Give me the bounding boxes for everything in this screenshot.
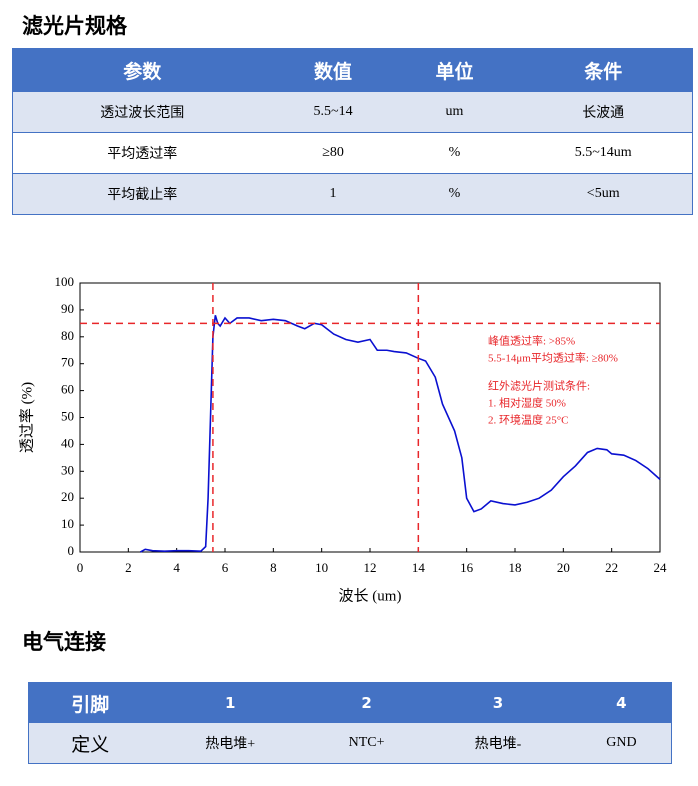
y-tick-label: 30 xyxy=(61,462,74,477)
header-cell: 单位 xyxy=(394,48,515,92)
cell: 平均透过率 xyxy=(12,132,272,174)
header-cell: 4 xyxy=(571,682,672,723)
y-tick-label: 60 xyxy=(61,382,74,397)
y-tick-label: 90 xyxy=(61,301,74,316)
chart: 0 2 4 6 8 10 12 14 16 18 20 22 240102030405060708090… xyxy=(18,274,668,604)
section-title: 电气连接 xyxy=(22,630,106,654)
x-tick-label: 12 xyxy=(364,560,377,575)
header-cell: 3 xyxy=(424,682,572,723)
x-tick-label: 18 xyxy=(509,560,522,575)
row: 透过波长范围 5.5~14 um 长波通 xyxy=(12,91,693,133)
cell: 5.5~14um xyxy=(514,132,693,174)
cell: 透过波长范围 xyxy=(12,91,272,133)
spec-table: 参数 数值 单位 条件 透过波长范围 5.5~14 um 长波通 平均透过率 ≥80% 5.5~… xyxy=(12,48,693,215)
header-cell: 数值 xyxy=(271,48,395,92)
annotation: 2. 环境温度 25°C xyxy=(488,413,569,427)
y-tick-label: 100 xyxy=(55,274,75,289)
x-tick-label: 14 xyxy=(412,560,426,575)
cell: GND xyxy=(571,723,672,764)
row: 定义 热电堆+ NTC+ 热电堆- GND xyxy=(28,723,672,764)
header-row: 参数 数值 单位 条件 xyxy=(12,48,693,92)
header-cell: 引脚 xyxy=(28,682,152,723)
x-tick-label: 20 xyxy=(557,560,570,575)
y-tick-label: 80 xyxy=(61,328,74,343)
cell: % xyxy=(394,173,515,215)
cell: <5um xyxy=(514,173,693,215)
cell: 热电堆+ xyxy=(151,723,310,764)
row: 平均截止率 1% <5um xyxy=(12,173,693,215)
header-cell: 2 xyxy=(309,682,425,723)
y-tick-label: 70 xyxy=(61,355,74,370)
x-tick-label: 10 xyxy=(315,560,328,575)
cell: ≥80 xyxy=(271,132,395,174)
pin-table: 引脚 1 2 3 4 定义 热电堆+ NTC+ 热电堆- GND xyxy=(28,682,672,764)
series-line xyxy=(140,315,661,553)
x-tick-label: 16 xyxy=(460,560,474,575)
x-tick-label: 4 xyxy=(173,560,180,575)
cell: 平均截止率 xyxy=(12,173,272,215)
row: 平均透过率 ≥80% 5.5~14um xyxy=(12,132,693,174)
x-tick-label: 22 xyxy=(605,560,618,575)
cell: 热电堆- xyxy=(424,723,572,764)
x-tick-label: 0 xyxy=(77,560,84,575)
annotation: 红外滤光片测试条件: xyxy=(488,379,590,393)
x-tick-label: 8 xyxy=(270,560,277,575)
y-tick-label: 50 xyxy=(61,408,74,423)
cell: 长波通 xyxy=(514,91,693,133)
header-cell: 1 xyxy=(151,682,310,723)
cell: 1 xyxy=(271,173,395,215)
y-axis-label: 透过率 (%) xyxy=(18,382,35,453)
y-tick-label: 10 xyxy=(61,516,74,531)
header-row: 引脚 1 2 3 4 xyxy=(28,682,672,723)
cell: NTC+ xyxy=(309,723,425,764)
annotation: 1. 相对湿度 50% xyxy=(488,396,566,410)
x-tick-label: 24 xyxy=(654,560,668,575)
y-tick-label: 40 xyxy=(61,435,74,450)
cell: % xyxy=(394,132,515,174)
cell: 5.5~14 xyxy=(271,91,395,133)
y-tick-label: 20 xyxy=(61,489,74,504)
annotation: 峰值透过率: >85% xyxy=(488,334,575,348)
x-tick-label: 2 xyxy=(125,560,132,575)
y-tick-label: 0 xyxy=(68,543,75,558)
cell: 定义 xyxy=(28,723,152,764)
header-cell: 条件 xyxy=(514,48,693,92)
section-title: 滤光片规格 xyxy=(22,14,127,38)
x-axis-label: 波长 (um) xyxy=(339,587,402,604)
cell: um xyxy=(394,91,515,133)
header-cell: 参数 xyxy=(12,48,272,92)
annotation: 5.5-14μm平均透过率: ≥80% xyxy=(488,351,618,365)
x-tick-label: 6 xyxy=(222,560,229,575)
